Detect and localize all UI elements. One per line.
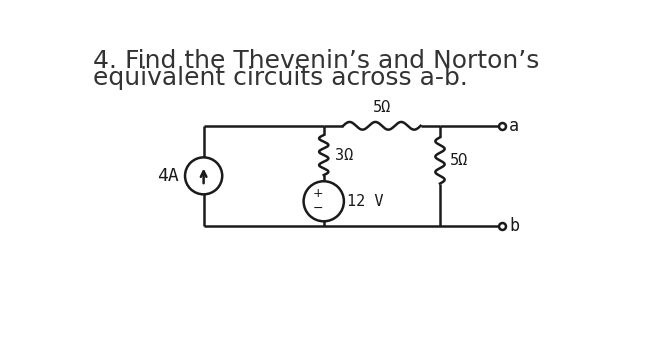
Text: 3Ω: 3Ω <box>335 148 353 163</box>
Text: −: − <box>313 202 323 215</box>
Text: b: b <box>509 217 519 235</box>
Text: equivalent circuits across a-b.: equivalent circuits across a-b. <box>93 66 468 90</box>
Text: 5Ω: 5Ω <box>450 153 468 168</box>
Text: a: a <box>509 117 519 135</box>
Text: 4A: 4A <box>157 167 179 185</box>
Text: +: + <box>312 187 323 200</box>
Text: 12 V: 12 V <box>347 194 383 209</box>
Text: 4. Find the Thevenin’s and Norton’s: 4. Find the Thevenin’s and Norton’s <box>93 49 539 73</box>
Text: 5Ω: 5Ω <box>373 100 391 115</box>
